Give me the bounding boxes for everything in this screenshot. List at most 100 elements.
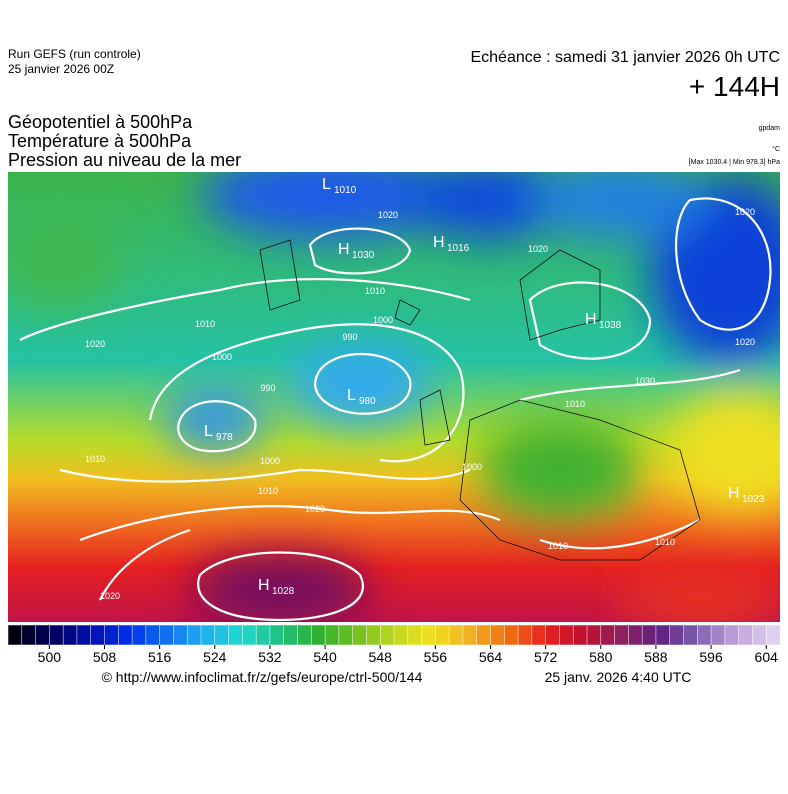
colorbar-swatch [62,624,78,646]
colorbar-swatch [255,624,271,646]
colorbar-swatch [476,624,492,646]
colorbar-swatch [283,624,299,646]
colorbar-tick-label: 524 [203,649,227,665]
colorbar-swatch [545,624,560,646]
center-letter: H [433,234,445,251]
colorbar-swatch [324,624,340,646]
isobar-label: 1010 [548,541,568,551]
colorbar-swatch [352,624,367,646]
colorbar-swatch [297,624,312,646]
colorbar-swatch [462,624,478,646]
center-value: 1023 [742,494,765,505]
colorbar-swatch [531,624,547,646]
colorbar-swatch [186,624,202,646]
isobar-label: 1000 [212,352,232,362]
lead: + 144H [689,71,780,102]
colorbar-swatch [765,624,781,646]
isobar-label: 1020 [528,244,548,254]
colorbar-swatch [697,624,712,646]
source: © http://www.infoclimat.fr/z/gefs/europe… [102,669,423,685]
colorbar-swatch [683,624,698,646]
colorbar-swatch [586,624,602,646]
unit: gpdam [759,125,781,132]
center-value: 1028 [272,586,295,597]
center-letter: H [338,241,350,258]
colorbar-swatch [118,624,133,646]
colorbar-swatch [669,624,685,646]
center-letter: H [585,311,597,328]
isobar-label: 990 [260,383,275,393]
legend-line: Pression au niveau de la mer [8,150,241,170]
colorbar-tick-label: 516 [148,649,172,665]
colorbar-swatch [7,624,23,646]
center-letter: H [728,485,740,502]
colorbar-swatch [738,624,753,646]
colorbar-swatch [490,624,505,646]
colorbar: 500 508 516 524 532 540 548 556 564 572 580 588 596 6… [7,624,781,665]
isobar-label: 1010 [85,454,105,464]
extremes: [Max 1030.4 | Min 978.3] hPa [689,159,780,166]
isobar-label: 1010 [258,486,278,496]
isobar-label: 1020 [378,210,398,220]
colorbar-swatch [21,624,37,646]
center-value: 980 [359,396,376,407]
colorbar-swatch [242,624,257,646]
colorbar-swatch [159,624,174,646]
isobar-label: 1020 [735,337,755,347]
colorbar-tick-label: 532 [258,649,282,665]
colorbar-tick-label: 596 [699,649,723,665]
colorbar-swatch [600,624,616,646]
isobar-label: 1030 [635,376,655,386]
colorbar-swatch [641,624,657,646]
isobar-label: 1000 [373,315,393,325]
colorbar-swatch [49,624,64,646]
isobar-label: 1010 [655,537,675,547]
isobar-label: 1000 [260,456,280,466]
isobar-label: 1020 [85,339,105,349]
colorbar-swatch [311,624,326,646]
center-value: 1016 [447,243,470,254]
colorbar-swatch [76,624,92,646]
colorbar-swatch [131,624,147,646]
colorbar-swatch [35,624,50,646]
colorbar-swatch [710,624,726,646]
center-value: 978 [216,432,233,443]
colorbar-swatch [104,624,119,646]
run: Run GEFS (run controle) [8,47,141,61]
legend-line: Géopotentiel à 500hPa [8,112,193,132]
colorbar-swatch [379,624,395,646]
echeance: Echéance : samedi 31 janvier 2026 0h UTC [470,49,780,66]
isobar-label: 1020 [305,504,325,514]
colorbar-swatch [145,624,161,646]
colorbar-swatch [200,624,216,646]
colorbar-swatch [572,624,588,646]
colorbar-tick-label: 564 [479,649,503,665]
colorbar-swatch [628,624,643,646]
colorbar-swatch [448,624,464,646]
colorbar-swatch [407,624,423,646]
isobar-label: 1020 [735,207,755,217]
colorbar-tick-label: 500 [38,649,62,665]
colorbar-swatch [214,624,230,646]
colorbar-swatch [366,624,381,646]
map: H 1028 L 978 L 980 H 1030 H 1016 L 1010 H 1038 … [8,172,780,622]
run-date: 25 janvier 2026 00Z [8,62,114,76]
colorbar-swatch [393,624,409,646]
isobar-label: 1010 [195,319,215,329]
colorbar-swatch [173,624,188,646]
colorbar-swatch [504,624,519,646]
colorbar-swatch [655,624,671,646]
colorbar-swatch [90,624,106,646]
colorbar-swatch [269,624,285,646]
isobar-label: 1020 [100,591,120,601]
colorbar-tick-label: 604 [755,649,779,665]
center-letter: L [347,387,356,404]
center-letter: H [258,577,270,594]
colorbar-swatch [559,624,574,646]
colorbar-tick-label: 572 [534,649,558,665]
colorbar-tick-label: 588 [644,649,668,665]
unit: °C [772,145,780,153]
colorbar-swatch [228,624,243,646]
colorbar-swatch [421,624,436,646]
